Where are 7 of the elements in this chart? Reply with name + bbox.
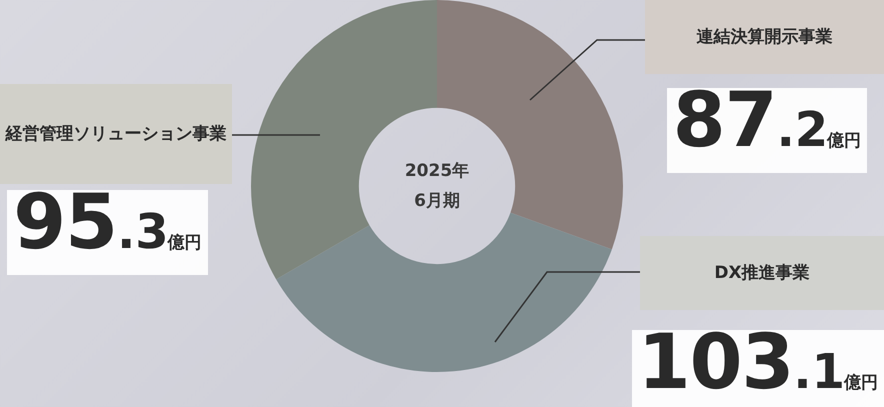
data-label: 87.2億円 xyxy=(672,75,862,164)
data-label: 103.1億円 xyxy=(638,317,878,406)
text: 2025年6月期 xyxy=(404,160,470,213)
slice-label: 連結決算開示事業 xyxy=(696,26,832,49)
slice-label: DX推進事業 xyxy=(714,262,810,285)
slice-label: 経営管理ソリューション事業 xyxy=(6,123,226,146)
data-label: 95.3億円 xyxy=(13,177,202,266)
